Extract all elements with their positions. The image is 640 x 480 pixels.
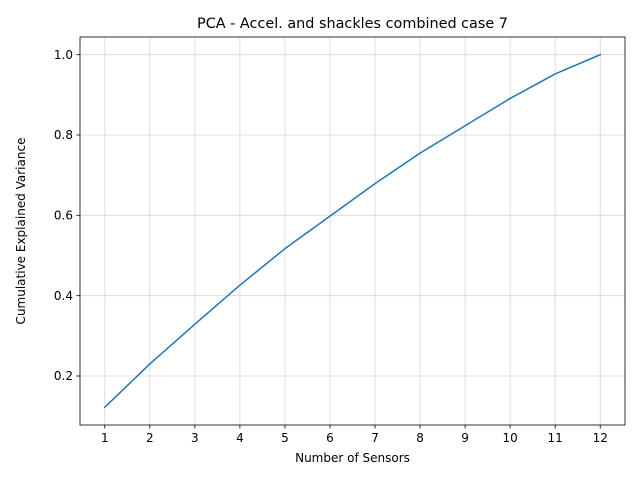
x-tick-label: 6 [326,431,334,445]
series-line [103,53,602,409]
x-tick-label: 5 [281,431,289,445]
x-tick-label: 4 [236,431,244,445]
x-tick-label: 9 [461,431,469,445]
grid [80,37,625,425]
x-tick-label: 12 [593,431,608,445]
y-tick-label: 0.6 [54,209,73,223]
x-tick-label: 10 [503,431,518,445]
y-axis-label: Cumulative Explained Variance [14,138,28,325]
x-axis: 1 2 3 4 5 6 7 8 9 10 11 12 [101,425,608,445]
chart-title: PCA - Accel. and shackles combined case … [197,16,508,32]
x-tick-label: 1 [101,431,109,445]
y-tick-label: 1.0 [54,48,73,62]
x-tick-label: 2 [146,431,154,445]
x-axis-label: Number of Sensors [295,451,410,465]
plot-area [103,53,602,409]
x-tick-label: 7 [371,431,379,445]
y-axis: 0.2 0.4 0.6 0.8 1.0 [54,48,80,383]
x-tick-label: 11 [548,431,563,445]
x-tick-label: 3 [191,431,199,445]
y-tick-label: 0.8 [54,128,73,142]
axes-frame [79,36,626,426]
y-tick-label: 0.4 [54,289,73,303]
y-tick-label: 0.2 [54,369,73,383]
x-tick-label: 8 [416,431,424,445]
